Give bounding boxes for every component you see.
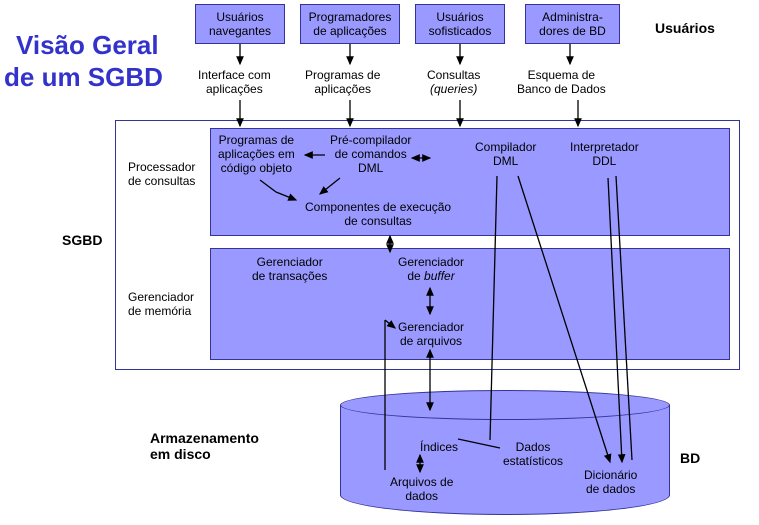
cyl-text-0: Índices (420, 440, 458, 454)
label-usuarios: Usuários (655, 20, 715, 36)
cyl-text-1: Dados estatísticos (503, 440, 563, 468)
user-box-3: Administra- dores de BD (525, 4, 620, 44)
cyl-text-2: Arquivos de dados (390, 475, 453, 503)
mid-text-2: Consultas(queries) (427, 68, 480, 96)
qp-text-4: Componentes de execução de consultas (305, 200, 451, 228)
label-bd: BD (680, 450, 700, 466)
qp-text-2: Compilador DML (475, 140, 536, 168)
mid-text-0: Interface com aplicações (198, 68, 271, 96)
qp-text-1: Pré-compilador de comandos DML (330, 133, 411, 175)
mid-text-1: Programas de aplicações (305, 68, 380, 96)
label-armazenamento: Armazenamento em disco (150, 430, 259, 462)
page-title-line2: de um SGBD (4, 62, 163, 93)
label-sgbd: SGBD (62, 232, 102, 248)
mm-text-0: Gerenciador de transações (252, 255, 327, 283)
mm-text-1: Gerenciadorde buffer (398, 255, 464, 283)
user-box-1: Programadores de aplicações (300, 4, 400, 44)
qp-text-0: Programas de aplicações em código objeto (218, 133, 295, 175)
user-box-0: Usuários navegantes (195, 4, 285, 44)
mm-text-2: Gerenciador de arquivos (398, 320, 464, 348)
cyl-text-3: Dicionário de dados (584, 468, 637, 496)
mid-text-3: Esquema de Banco de Dados (517, 68, 606, 96)
page-title-line1: Visão Geral (16, 30, 159, 61)
qp-text-3: Interpretador DDL (570, 140, 639, 168)
user-box-2: Usuários sofisticados (415, 4, 505, 44)
